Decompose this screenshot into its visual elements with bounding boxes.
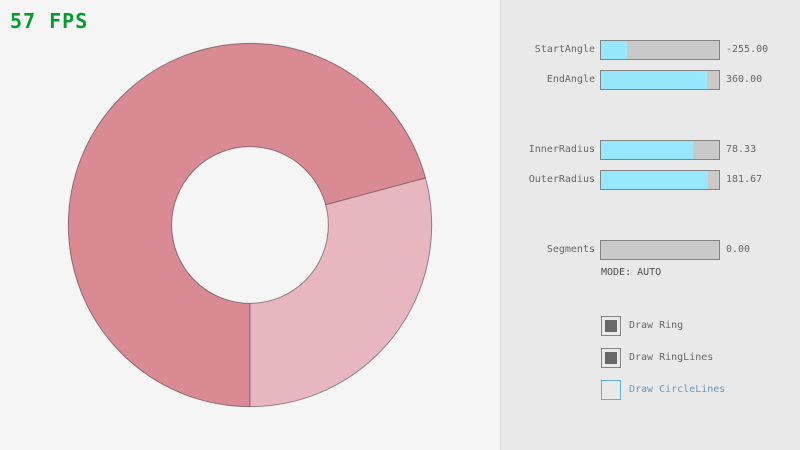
- endangle-value: 360.00: [726, 74, 763, 85]
- draw-circlelines-checkbox[interactable]: [601, 380, 621, 400]
- endangle-slider[interactable]: [600, 70, 720, 90]
- endangle-slider-fill: [601, 71, 708, 89]
- startangle-slider-fill: [601, 41, 627, 59]
- slider-row-startangle: StartAngle -255.00: [501, 40, 800, 60]
- outerradius-value: 181.67: [726, 174, 763, 185]
- draw-ringlines-label: Draw RingLines: [629, 352, 714, 363]
- endangle-label: EndAngle: [546, 74, 595, 85]
- innerradius-label: InnerRadius: [528, 144, 595, 155]
- slider-row-segments: Segments 0.00: [501, 240, 800, 260]
- draw-ring-label: Draw Ring: [629, 320, 684, 331]
- startangle-value: -255.00: [726, 44, 769, 55]
- checkmark-icon: [605, 320, 617, 332]
- checkmark-icon: [605, 384, 617, 396]
- draw-ring-checkbox[interactable]: [601, 316, 621, 336]
- ring-outer-outline: [67, 42, 433, 408]
- startangle-slider[interactable]: [600, 40, 720, 60]
- innerradius-value: 78.33: [726, 144, 757, 155]
- outerradius-slider[interactable]: [600, 170, 720, 190]
- ring-sector-dark: [68, 43, 426, 407]
- slider-row-endangle: EndAngle 360.00: [501, 70, 800, 90]
- ring-sector-light: [250, 177, 432, 407]
- startangle-label: StartAngle: [534, 44, 595, 55]
- draw-circlelines-label: Draw CircleLines: [629, 384, 726, 395]
- checkmark-icon: [605, 352, 617, 364]
- draw-ringlines-checkbox[interactable]: [601, 348, 621, 368]
- segments-slider[interactable]: [600, 240, 720, 260]
- innerradius-slider[interactable]: [600, 140, 720, 160]
- segments-mode-text: MODE: AUTO: [601, 267, 662, 278]
- segments-label: Segments: [546, 244, 595, 255]
- slider-row-outerradius: OuterRadius 181.67: [501, 170, 800, 190]
- segments-value: 0.00: [726, 244, 751, 255]
- outerradius-label: OuterRadius: [528, 174, 595, 185]
- fps-counter: 57 FPS: [10, 9, 89, 33]
- innerradius-slider-fill: [601, 141, 694, 159]
- slider-row-innerradius: InnerRadius 78.33: [501, 140, 800, 160]
- control-panel: StartAngle -255.00 EndAngle 360.00 Inner…: [500, 0, 800, 450]
- ring-cap-line-start: [325, 177, 426, 206]
- outerradius-slider-fill: [601, 171, 709, 189]
- ring-inner-outline: [171, 146, 329, 304]
- ring-canvas: [67, 42, 433, 408]
